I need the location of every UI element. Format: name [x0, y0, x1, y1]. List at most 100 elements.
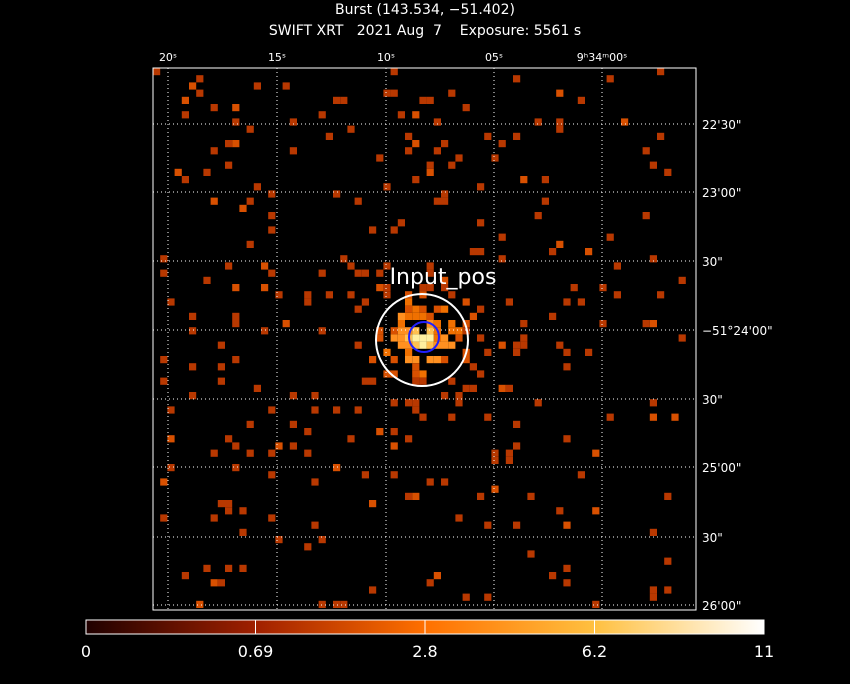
pixel — [261, 327, 269, 335]
pixel — [268, 449, 276, 457]
pixel — [441, 392, 449, 400]
pixel — [325, 132, 333, 140]
pixel — [268, 212, 276, 220]
pixel — [412, 406, 420, 414]
pixel — [318, 600, 326, 608]
pixel — [289, 442, 297, 450]
pixel — [448, 327, 456, 335]
pixel — [268, 406, 276, 414]
pixel — [505, 384, 513, 392]
pixel — [347, 125, 355, 133]
pixel — [354, 341, 362, 349]
pixel — [678, 276, 686, 284]
pixel — [181, 96, 189, 104]
pixel — [340, 600, 348, 608]
pixel — [405, 298, 413, 306]
pixel — [275, 536, 283, 544]
pixel — [556, 125, 564, 133]
pixel — [556, 240, 564, 248]
pixel — [664, 557, 672, 565]
pixel — [419, 334, 427, 342]
title: Burst (143.534, −51.402) — [335, 2, 515, 18]
pixel — [405, 356, 413, 364]
pixel — [405, 341, 413, 349]
pixel — [613, 262, 621, 270]
pixel — [649, 255, 657, 263]
pixel — [397, 219, 405, 227]
pixel — [498, 233, 506, 241]
pixel — [549, 248, 557, 256]
pixel — [160, 356, 168, 364]
pixel — [217, 363, 225, 371]
pixel — [333, 600, 341, 608]
pixel — [268, 269, 276, 277]
pixel — [217, 579, 225, 587]
pixel — [455, 399, 463, 407]
pixel — [160, 514, 168, 522]
pixel — [448, 341, 456, 349]
pixel — [311, 406, 319, 414]
pixel — [513, 75, 521, 83]
pixel — [405, 327, 413, 335]
pixel — [477, 219, 485, 227]
pixel — [441, 478, 449, 486]
pixel — [369, 226, 377, 234]
pixel — [556, 341, 564, 349]
pixel — [657, 68, 665, 76]
image-frame — [152, 67, 697, 611]
pixel — [441, 334, 449, 342]
pixel — [498, 255, 506, 263]
pixel — [210, 514, 218, 522]
pixel — [455, 514, 463, 522]
pixel — [484, 413, 492, 421]
pixel — [585, 248, 593, 256]
pixel — [196, 600, 204, 608]
pixel — [563, 564, 571, 572]
pixel — [390, 370, 398, 378]
pixel — [520, 176, 528, 184]
pixel — [232, 320, 240, 328]
dec-label: 30" — [702, 393, 723, 407]
ra-label: 9ʰ34ᵐ00ˢ — [577, 51, 627, 64]
pixel — [484, 132, 492, 140]
pixel — [513, 348, 521, 356]
position-label: Input_pos — [390, 265, 497, 290]
pixel — [383, 262, 391, 270]
pixel — [613, 291, 621, 299]
pixel — [282, 82, 290, 90]
ra-label: 15ˢ — [268, 51, 286, 64]
pixel — [462, 104, 470, 112]
pixel — [253, 183, 261, 191]
pixel — [477, 334, 485, 342]
dec-label: 25'00" — [702, 461, 741, 475]
pixel — [477, 370, 485, 378]
dec-label: 26'00" — [702, 599, 741, 613]
pixel — [289, 420, 297, 428]
pixel — [513, 521, 521, 529]
pixel — [289, 118, 297, 126]
pixel — [282, 320, 290, 328]
pixel — [333, 190, 341, 198]
pixel — [419, 312, 427, 320]
pixel — [412, 140, 420, 148]
pixel — [246, 197, 254, 205]
pixel — [664, 168, 672, 176]
pixel — [397, 327, 405, 335]
pixel — [577, 298, 585, 306]
pixel — [232, 312, 240, 320]
pixel — [577, 96, 585, 104]
pixel — [606, 233, 614, 241]
pixel — [210, 147, 218, 155]
pixel — [469, 384, 477, 392]
pixel — [268, 190, 276, 198]
pixel — [556, 118, 564, 126]
pixel — [563, 435, 571, 443]
pixel — [167, 298, 175, 306]
pixel — [217, 341, 225, 349]
pixel — [412, 334, 420, 342]
pixel — [390, 89, 398, 97]
pixel — [232, 118, 240, 126]
pixel — [649, 399, 657, 407]
pixel — [232, 284, 240, 292]
